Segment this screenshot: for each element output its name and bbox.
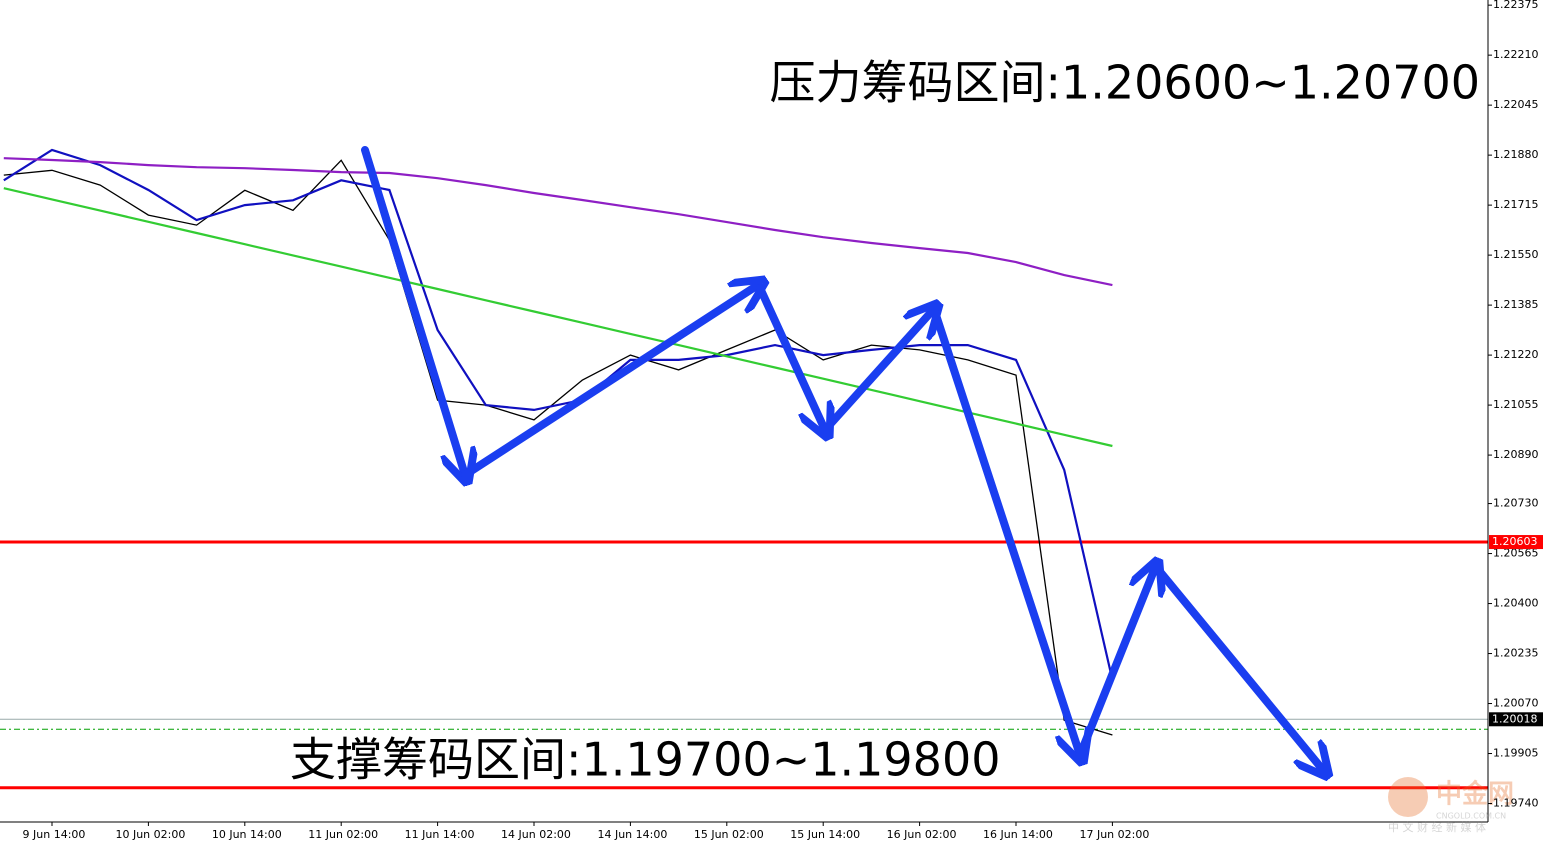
trend-arrows	[361, 146, 1323, 770]
x-tick-label: 10 Jun 02:00	[115, 828, 185, 841]
y-tick-label: 1.21715	[1493, 198, 1539, 211]
arrow	[361, 146, 465, 475]
arrow	[931, 308, 1080, 755]
x-tick-label: 17 Jun 02:00	[1079, 828, 1149, 841]
watermark: 中金网 CNGOLD.COM.CN 中 文 财 经 新 媒 体	[1388, 777, 1514, 834]
last-price-label: 1.20018	[1492, 712, 1538, 725]
y-tick-label: 1.21220	[1493, 348, 1539, 361]
x-tick-label: 16 Jun 14:00	[983, 828, 1053, 841]
last-price-box	[1489, 712, 1543, 727]
arrow	[756, 284, 825, 430]
x-tick-label: 11 Jun 02:00	[308, 828, 378, 841]
watermark-slogan: 中 文 财 经 新 媒 体	[1388, 820, 1486, 834]
x-tick-label: 15 Jun 02:00	[694, 828, 764, 841]
arrow	[1076, 568, 1155, 759]
watermark-brand: 中金网	[1436, 779, 1514, 810]
x-tick-label: 14 Jun 02:00	[501, 828, 571, 841]
watermark-logo	[1388, 777, 1428, 817]
y-tick-label: 1.19740	[1493, 797, 1539, 810]
y-tick-label: 1.21880	[1493, 148, 1539, 161]
y-tick-label: 1.22210	[1493, 48, 1539, 61]
series-line	[3, 157, 1113, 287]
y-tick-label: 1.21055	[1493, 398, 1539, 411]
series-line	[3, 187, 1113, 448]
y-tick-label: 1.20070	[1493, 697, 1539, 710]
series-line	[3, 159, 1113, 736]
y-tick-label: 1.19905	[1493, 747, 1539, 760]
series-line	[3, 148, 1114, 681]
resistance-annotation: 压力筹码区间:1.20600~1.20700	[770, 56, 1480, 110]
x-tick-label: 15 Jun 14:00	[790, 828, 860, 841]
support-annotation: 支撑筹码区间:1.19700~1.19800	[290, 733, 1000, 787]
x-tick-label: 14 Jun 14:00	[597, 828, 667, 841]
y-tick-label: 1.21385	[1493, 298, 1539, 311]
arrow	[461, 285, 758, 479]
x-tick-label: 10 Jun 14:00	[212, 828, 282, 841]
level-label-box	[1489, 535, 1543, 550]
x-tick-label: 11 Jun 14:00	[405, 828, 475, 841]
x-tick-label: 9 Jun 14:00	[23, 828, 86, 841]
x-tick-label: 16 Jun 02:00	[887, 828, 957, 841]
level-label: 1.20603	[1492, 535, 1538, 548]
y-tick-label: 1.20730	[1493, 497, 1539, 510]
y-tick-label: 1.22375	[1493, 0, 1539, 11]
y-tick-label: 1.20565	[1493, 547, 1539, 560]
y-tick-label: 1.20235	[1493, 647, 1539, 660]
y-tick-label: 1.20400	[1493, 597, 1539, 610]
plot	[0, 148, 1488, 790]
y-tick-label: 1.20890	[1493, 448, 1539, 461]
watermark-site: CNGOLD.COM.CN	[1436, 812, 1506, 821]
arrow	[1153, 564, 1323, 770]
arrow	[821, 310, 933, 434]
y-tick-label: 1.21550	[1493, 248, 1539, 261]
y-tick-label: 1.22045	[1493, 98, 1539, 111]
